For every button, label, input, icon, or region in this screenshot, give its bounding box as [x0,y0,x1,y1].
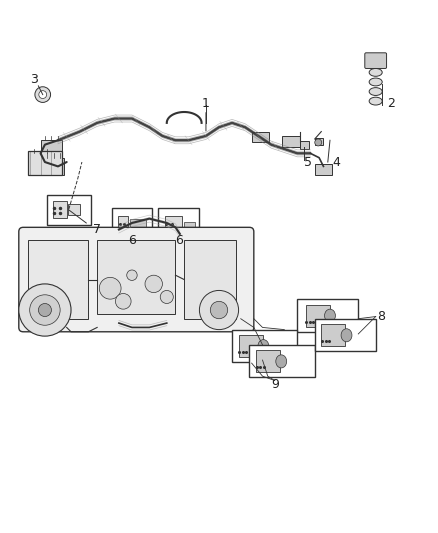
Circle shape [315,139,322,146]
Bar [97,240,176,314]
FancyBboxPatch shape [19,228,254,332]
Bar [184,222,195,232]
Circle shape [199,290,239,329]
Bar [43,158,64,175]
Circle shape [39,91,47,99]
Circle shape [116,294,131,309]
Bar [130,219,146,231]
Bar [118,215,127,234]
Text: 4: 4 [332,156,340,168]
Bar [321,325,345,346]
Bar [300,141,309,149]
Circle shape [39,303,51,317]
Text: 3: 3 [30,73,38,86]
Bar [28,240,88,319]
Bar [282,136,300,147]
Text: 2: 2 [387,97,395,110]
Ellipse shape [369,78,382,86]
Bar [306,305,330,327]
Circle shape [145,275,162,293]
Text: 6: 6 [175,234,183,247]
Bar [256,351,280,372]
Bar [239,335,262,357]
Ellipse shape [341,329,352,342]
Text: 6: 6 [128,234,136,247]
Bar [53,201,67,218]
Circle shape [210,301,228,319]
Circle shape [30,295,60,325]
Bar [68,204,80,215]
Circle shape [127,270,137,280]
Ellipse shape [325,309,336,322]
Bar [158,208,199,238]
Bar [113,208,152,238]
Text: 7: 7 [93,223,101,236]
Bar [30,154,51,171]
Ellipse shape [369,68,382,76]
Bar [297,299,358,332]
Ellipse shape [258,340,269,353]
Bar [252,132,269,142]
Ellipse shape [369,87,382,95]
Bar [232,329,297,362]
Bar [315,164,332,175]
Bar [250,345,315,377]
Ellipse shape [369,97,382,105]
Bar [165,216,182,232]
Bar [47,195,91,225]
Ellipse shape [276,355,287,368]
FancyBboxPatch shape [365,53,387,68]
Bar [184,240,237,319]
Circle shape [99,277,121,299]
Bar [41,140,62,158]
Circle shape [35,87,50,102]
Bar [315,138,322,144]
Text: 5: 5 [304,156,312,168]
Text: 8: 8 [378,310,385,323]
Text: 9: 9 [271,377,279,391]
Bar [315,319,376,351]
Circle shape [160,290,173,303]
Circle shape [19,284,71,336]
Bar [28,151,62,175]
Text: 1: 1 [202,97,210,110]
